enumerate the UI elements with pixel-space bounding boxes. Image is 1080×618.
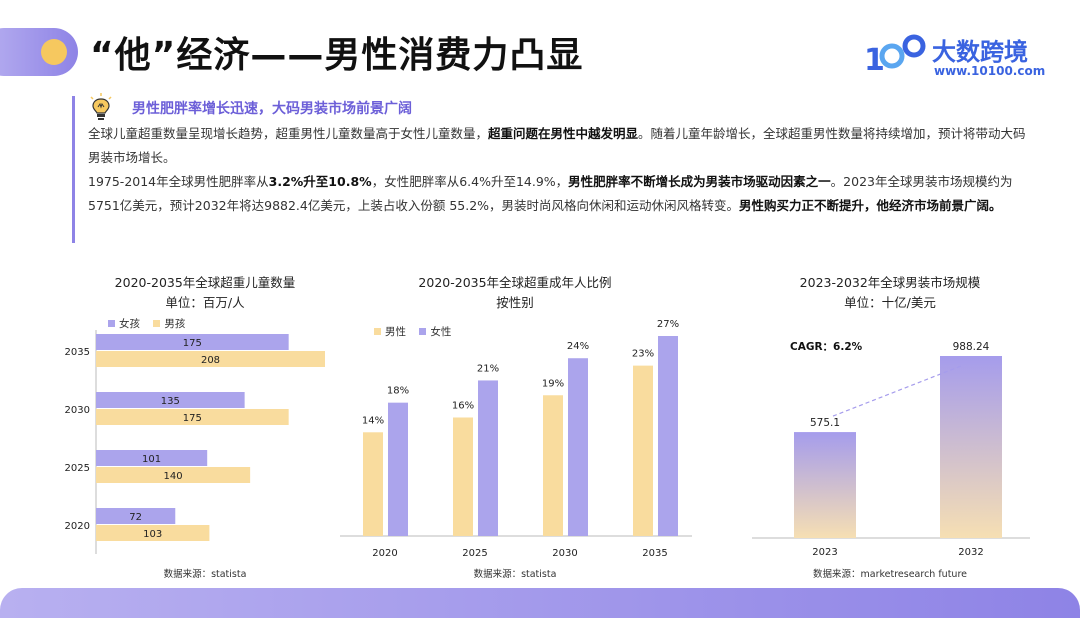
chart1-value-label: 175 bbox=[183, 413, 202, 424]
lightbulb-icon bbox=[90, 93, 112, 120]
chart1-bar-girls-2020 bbox=[96, 508, 176, 524]
chart2-value-label: 27% bbox=[657, 319, 679, 330]
chart1-value-label: 208 bbox=[201, 355, 220, 366]
insight-subheading: 男性肥胖率增长迅速，大码男装市场前景广阔 bbox=[132, 101, 412, 117]
insight-paragraph-2: 1975-2014年全球男性肥胖率从3.2%升至10.8%，女性肥胖率从6.4%… bbox=[88, 170, 1033, 218]
chart1-bar-girls-2030 bbox=[96, 392, 245, 408]
chart2-subtitle: 按性别 bbox=[496, 295, 534, 310]
legend-swatch-male bbox=[374, 328, 381, 335]
chart2-bar-male-2035 bbox=[633, 365, 653, 536]
insight-paragraph-1: 全球儿童超重数量呈现增长趋势，超重男性儿童数量高于女性儿童数量，超重问题在男性中… bbox=[88, 122, 1033, 170]
chart2-bar-female-2020 bbox=[388, 402, 408, 536]
chart1-bar-boys-2035 bbox=[96, 351, 325, 367]
chart1-category-label: 2025 bbox=[65, 463, 90, 474]
chart1-title: 2020-2035年全球超重儿童数量 bbox=[114, 275, 296, 290]
p1-text-c: 。随着儿童年龄增长，全球超重男性数量将持续增加，预计将带动大码男装市场增长。 bbox=[88, 126, 1026, 165]
chart2-bar-female-2030 bbox=[568, 358, 588, 536]
chart2-bar-female-2035 bbox=[658, 336, 678, 536]
chart2-bar-male-2030 bbox=[543, 395, 563, 536]
chart3-value-label: 988.24 bbox=[953, 341, 990, 353]
chart3-bar-2023 bbox=[794, 432, 856, 538]
chart2-plot: 14% 18% 2020 16% 21% 2025 19% 24% 2030 23% 27% 2035 bbox=[340, 319, 692, 559]
chart3-category-label: 2032 bbox=[958, 547, 983, 558]
logo-mark-icon: 1 bbox=[864, 34, 926, 78]
chart-overweight-children: 2020-2035年全球超重儿童数量 单位：百万/人 女孩 男孩 175 208 2… bbox=[60, 262, 350, 582]
chart1-value-label: 72 bbox=[129, 512, 142, 523]
chart2-category-label: 2020 bbox=[372, 548, 397, 559]
chart3-source: 数据来源：marketresearch future bbox=[813, 569, 967, 580]
legend-swatch-girls bbox=[108, 320, 115, 327]
chart3-subtitle: 单位：十亿/美元 bbox=[844, 295, 936, 310]
footer-band bbox=[0, 588, 1080, 618]
p2-text-a: 1975-2014年全球男性肥胖率从 bbox=[88, 174, 269, 189]
p1-emphasis: 超重问题在男性中越发明显 bbox=[488, 126, 639, 141]
p2-text-e: 。2023年全球男装市场规模约为5751亿美元，预计2032年将达9882.4亿… bbox=[88, 174, 1013, 213]
chart2-value-label: 21% bbox=[477, 363, 499, 374]
chart2-bar-male-2025 bbox=[453, 417, 473, 536]
section-accent-bar bbox=[72, 96, 75, 243]
chart2-category-label: 2025 bbox=[462, 548, 487, 559]
chart3-cagr-annotation: CAGR：6.2% bbox=[790, 341, 863, 353]
chart1-category-label: 2035 bbox=[65, 347, 90, 358]
legend-label-boys: 男孩 bbox=[164, 318, 186, 330]
chart1-value-label: 101 bbox=[142, 454, 161, 465]
chart2-category-label: 2030 bbox=[552, 548, 577, 559]
svg-text:1: 1 bbox=[864, 43, 885, 78]
p2-text-c: ，女性肥胖率从6.4%升至14.9%， bbox=[371, 174, 569, 189]
chart2-value-label: 19% bbox=[542, 378, 564, 389]
chart1-value-label: 135 bbox=[161, 396, 180, 407]
chart1-value-label: 103 bbox=[143, 529, 162, 540]
chart2-source: 数据来源：statista bbox=[473, 569, 557, 580]
chart2-bar-male-2020 bbox=[363, 432, 383, 536]
chart1-value-label: 140 bbox=[164, 471, 183, 482]
chart3-trend-line bbox=[832, 365, 962, 417]
legend-label-male: 男性 bbox=[385, 326, 406, 338]
title-decoration-dot bbox=[41, 39, 67, 65]
p2-emphasis-1: 3.2%升至10.8% bbox=[268, 174, 372, 189]
chart3-value-label: 575.1 bbox=[810, 417, 840, 429]
chart1-bar-girls-2025 bbox=[96, 450, 208, 466]
legend-label-female: 女性 bbox=[430, 326, 452, 338]
chart1-bar-girls-2035 bbox=[96, 334, 289, 350]
logo-text: 大数跨境 bbox=[932, 38, 1028, 66]
chart1-category-label: 2030 bbox=[65, 405, 90, 416]
chart1-subtitle: 单位：百万/人 bbox=[165, 295, 245, 310]
chart1-value-label: 175 bbox=[183, 338, 202, 349]
chart1-source: 数据来源：statista bbox=[163, 569, 247, 580]
chart2-bar-female-2025 bbox=[478, 380, 498, 536]
brand-logo[interactable]: 1 大数跨境 www.10100.com bbox=[862, 30, 1052, 82]
chart2-category-label: 2035 bbox=[642, 548, 667, 559]
chart3-title: 2023-2032年全球男装市场规模 bbox=[799, 275, 981, 290]
chart1-bar-boys-2030 bbox=[96, 409, 289, 425]
chart2-value-label: 18% bbox=[387, 386, 409, 397]
chart2-title: 2020-2035年全球超重成年人比例 bbox=[418, 275, 612, 290]
chart2-value-label: 24% bbox=[567, 341, 589, 352]
legend-swatch-female bbox=[419, 328, 427, 335]
p2-emphasis-2: 男性肥胖率不断增长成为男装市场驱动因素之一 bbox=[568, 174, 831, 189]
page-title: “他”经济——男性消费力凸显 bbox=[90, 35, 584, 76]
chart2-value-label: 23% bbox=[632, 349, 654, 360]
chart3-category-label: 2023 bbox=[812, 547, 837, 558]
p2-emphasis-3: 男性购买力正不断提升，他经济市场前景广阔。 bbox=[739, 198, 1002, 213]
legend-label-girls: 女孩 bbox=[119, 318, 140, 330]
chart3-plot: 575.1 2023 988.24 2032 CAGR：6.2% bbox=[752, 341, 1030, 558]
chart2-value-label: 14% bbox=[362, 415, 384, 426]
chart2-legend: 男性 女性 bbox=[374, 324, 451, 339]
chart1-bar-boys-2020 bbox=[96, 525, 210, 541]
chart1-bar-boys-2025 bbox=[96, 467, 251, 483]
p1-text-a: 全球儿童超重数量呈现增长趋势，超重男性儿童数量高于女性儿童数量， bbox=[88, 126, 489, 141]
logo-url: www.10100.com bbox=[934, 64, 1046, 78]
chart-menswear-market: 2023-2032年全球男装市场规模 单位：十亿/美元 575.1 2023 988… bbox=[740, 262, 1040, 582]
chart2-value-label: 16% bbox=[452, 400, 474, 411]
chart3-bar-2032 bbox=[940, 356, 1002, 538]
chart1-category-label: 2020 bbox=[65, 521, 90, 532]
legend-swatch-boys bbox=[153, 320, 161, 327]
chart1-legend: 女孩 男孩 bbox=[108, 316, 185, 331]
chart-overweight-adults: 2020-2035年全球超重成年人比例 按性别 男性 女性 14% 18% 2020… bbox=[330, 262, 700, 582]
